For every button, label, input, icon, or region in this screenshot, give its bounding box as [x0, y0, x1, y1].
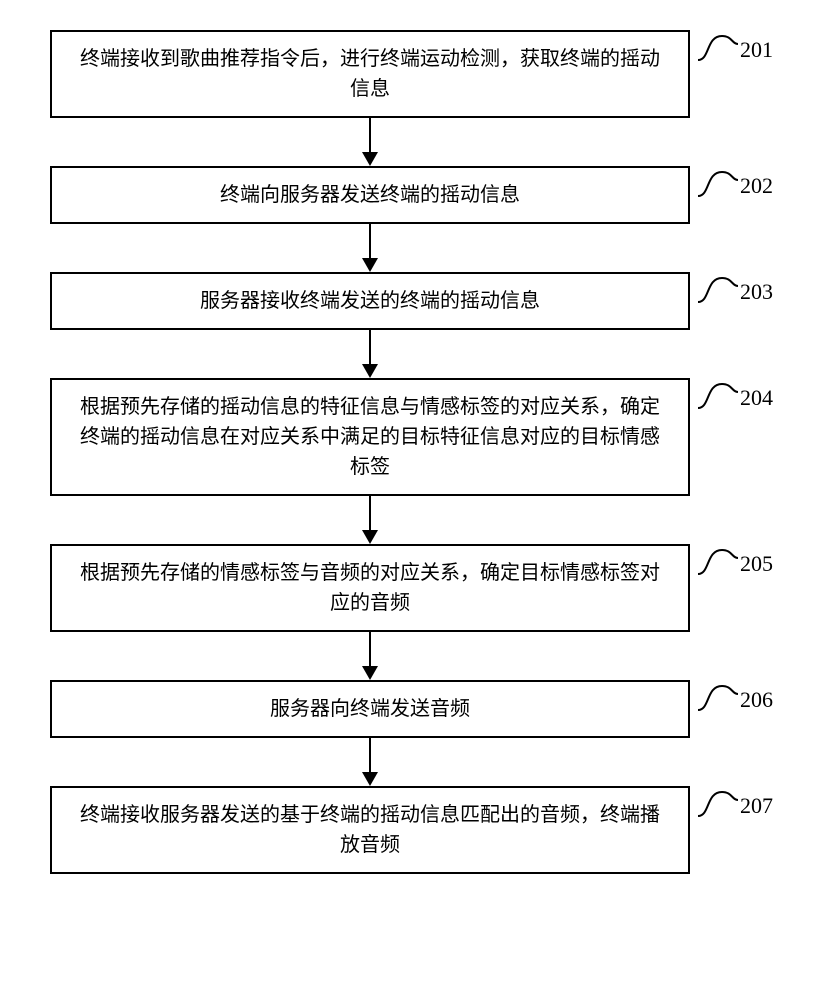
step-number-label: 203 [740, 279, 773, 305]
step-label-group: 207 [698, 786, 773, 826]
flow-box-text: 服务器向终端发送音频 [270, 694, 470, 724]
down-arrow-icon [355, 738, 385, 786]
flow-box-text: 终端接收服务器发送的基于终端的摇动信息匹配出的音频，终端播放音频 [72, 800, 668, 860]
step-number-label: 201 [740, 37, 773, 63]
step-number-label: 202 [740, 173, 773, 199]
step-label-group: 206 [698, 680, 773, 720]
step-row: 服务器接收终端发送的终端的摇动信息 203 [50, 272, 790, 330]
flow-box-201: 终端接收到歌曲推荐指令后，进行终端运动检测，获取终端的摇动信息 [50, 30, 690, 118]
flowchart-container: 终端接收到歌曲推荐指令后，进行终端运动检测，获取终端的摇动信息 201 终端向服… [50, 30, 790, 874]
arrow-connector [50, 118, 690, 166]
down-arrow-icon [355, 118, 385, 166]
arrow-connector [50, 330, 690, 378]
connector-curve-icon [698, 166, 738, 206]
step-number-label: 205 [740, 551, 773, 577]
step-row: 根据预先存储的摇动信息的特征信息与情感标签的对应关系，确定终端的摇动信息在对应关… [50, 378, 790, 496]
connector-curve-icon [698, 680, 738, 720]
step-row: 终端接收到歌曲推荐指令后，进行终端运动检测，获取终端的摇动信息 201 [50, 30, 790, 118]
down-arrow-icon [355, 224, 385, 272]
arrow-connector [50, 496, 690, 544]
step-row: 服务器向终端发送音频 206 [50, 680, 790, 738]
step-label-group: 204 [698, 378, 773, 418]
connector-curve-icon [698, 544, 738, 584]
step-number-label: 206 [740, 687, 773, 713]
step-label-group: 205 [698, 544, 773, 584]
down-arrow-icon [355, 496, 385, 544]
flow-box-text: 根据预先存储的情感标签与音频的对应关系，确定目标情感标签对应的音频 [72, 558, 668, 618]
step-label-group: 203 [698, 272, 773, 312]
down-arrow-icon [355, 632, 385, 680]
step-number-label: 207 [740, 793, 773, 819]
step-label-group: 201 [698, 30, 773, 70]
step-number-label: 204 [740, 385, 773, 411]
flow-box-text: 服务器接收终端发送的终端的摇动信息 [200, 286, 540, 316]
down-arrow-icon [355, 330, 385, 378]
flow-box-202: 终端向服务器发送终端的摇动信息 [50, 166, 690, 224]
flow-box-203: 服务器接收终端发送的终端的摇动信息 [50, 272, 690, 330]
arrow-connector [50, 632, 690, 680]
flow-box-text: 终端接收到歌曲推荐指令后，进行终端运动检测，获取终端的摇动信息 [72, 44, 668, 104]
flow-box-text: 根据预先存储的摇动信息的特征信息与情感标签的对应关系，确定终端的摇动信息在对应关… [72, 392, 668, 482]
arrow-connector [50, 224, 690, 272]
step-label-group: 202 [698, 166, 773, 206]
flow-box-206: 服务器向终端发送音频 [50, 680, 690, 738]
flow-box-205: 根据预先存储的情感标签与音频的对应关系，确定目标情感标签对应的音频 [50, 544, 690, 632]
flow-box-204: 根据预先存储的摇动信息的特征信息与情感标签的对应关系，确定终端的摇动信息在对应关… [50, 378, 690, 496]
flow-box-207: 终端接收服务器发送的基于终端的摇动信息匹配出的音频，终端播放音频 [50, 786, 690, 874]
step-row: 终端向服务器发送终端的摇动信息 202 [50, 166, 790, 224]
connector-curve-icon [698, 272, 738, 312]
connector-curve-icon [698, 786, 738, 826]
arrow-connector [50, 738, 690, 786]
connector-curve-icon [698, 30, 738, 70]
step-row: 根据预先存储的情感标签与音频的对应关系，确定目标情感标签对应的音频 205 [50, 544, 790, 632]
step-row: 终端接收服务器发送的基于终端的摇动信息匹配出的音频，终端播放音频 207 [50, 786, 790, 874]
flow-box-text: 终端向服务器发送终端的摇动信息 [220, 180, 520, 210]
connector-curve-icon [698, 378, 738, 418]
